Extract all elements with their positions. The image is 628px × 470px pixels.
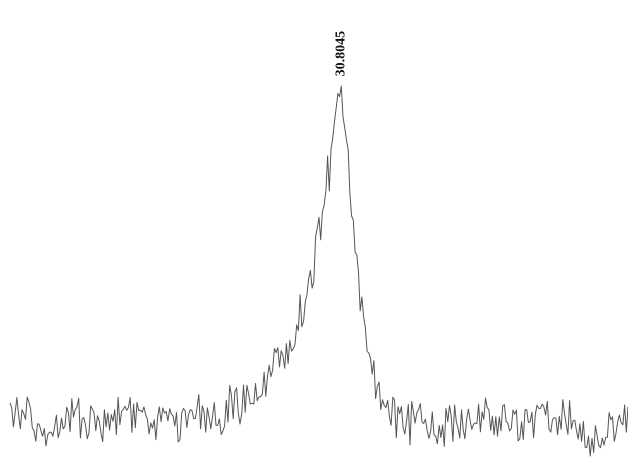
annotation-layer: 30.8045 xyxy=(333,31,348,77)
series-layer xyxy=(9,85,628,457)
peak-label: 30.8045 xyxy=(333,31,348,77)
spectrum-line xyxy=(9,85,628,457)
